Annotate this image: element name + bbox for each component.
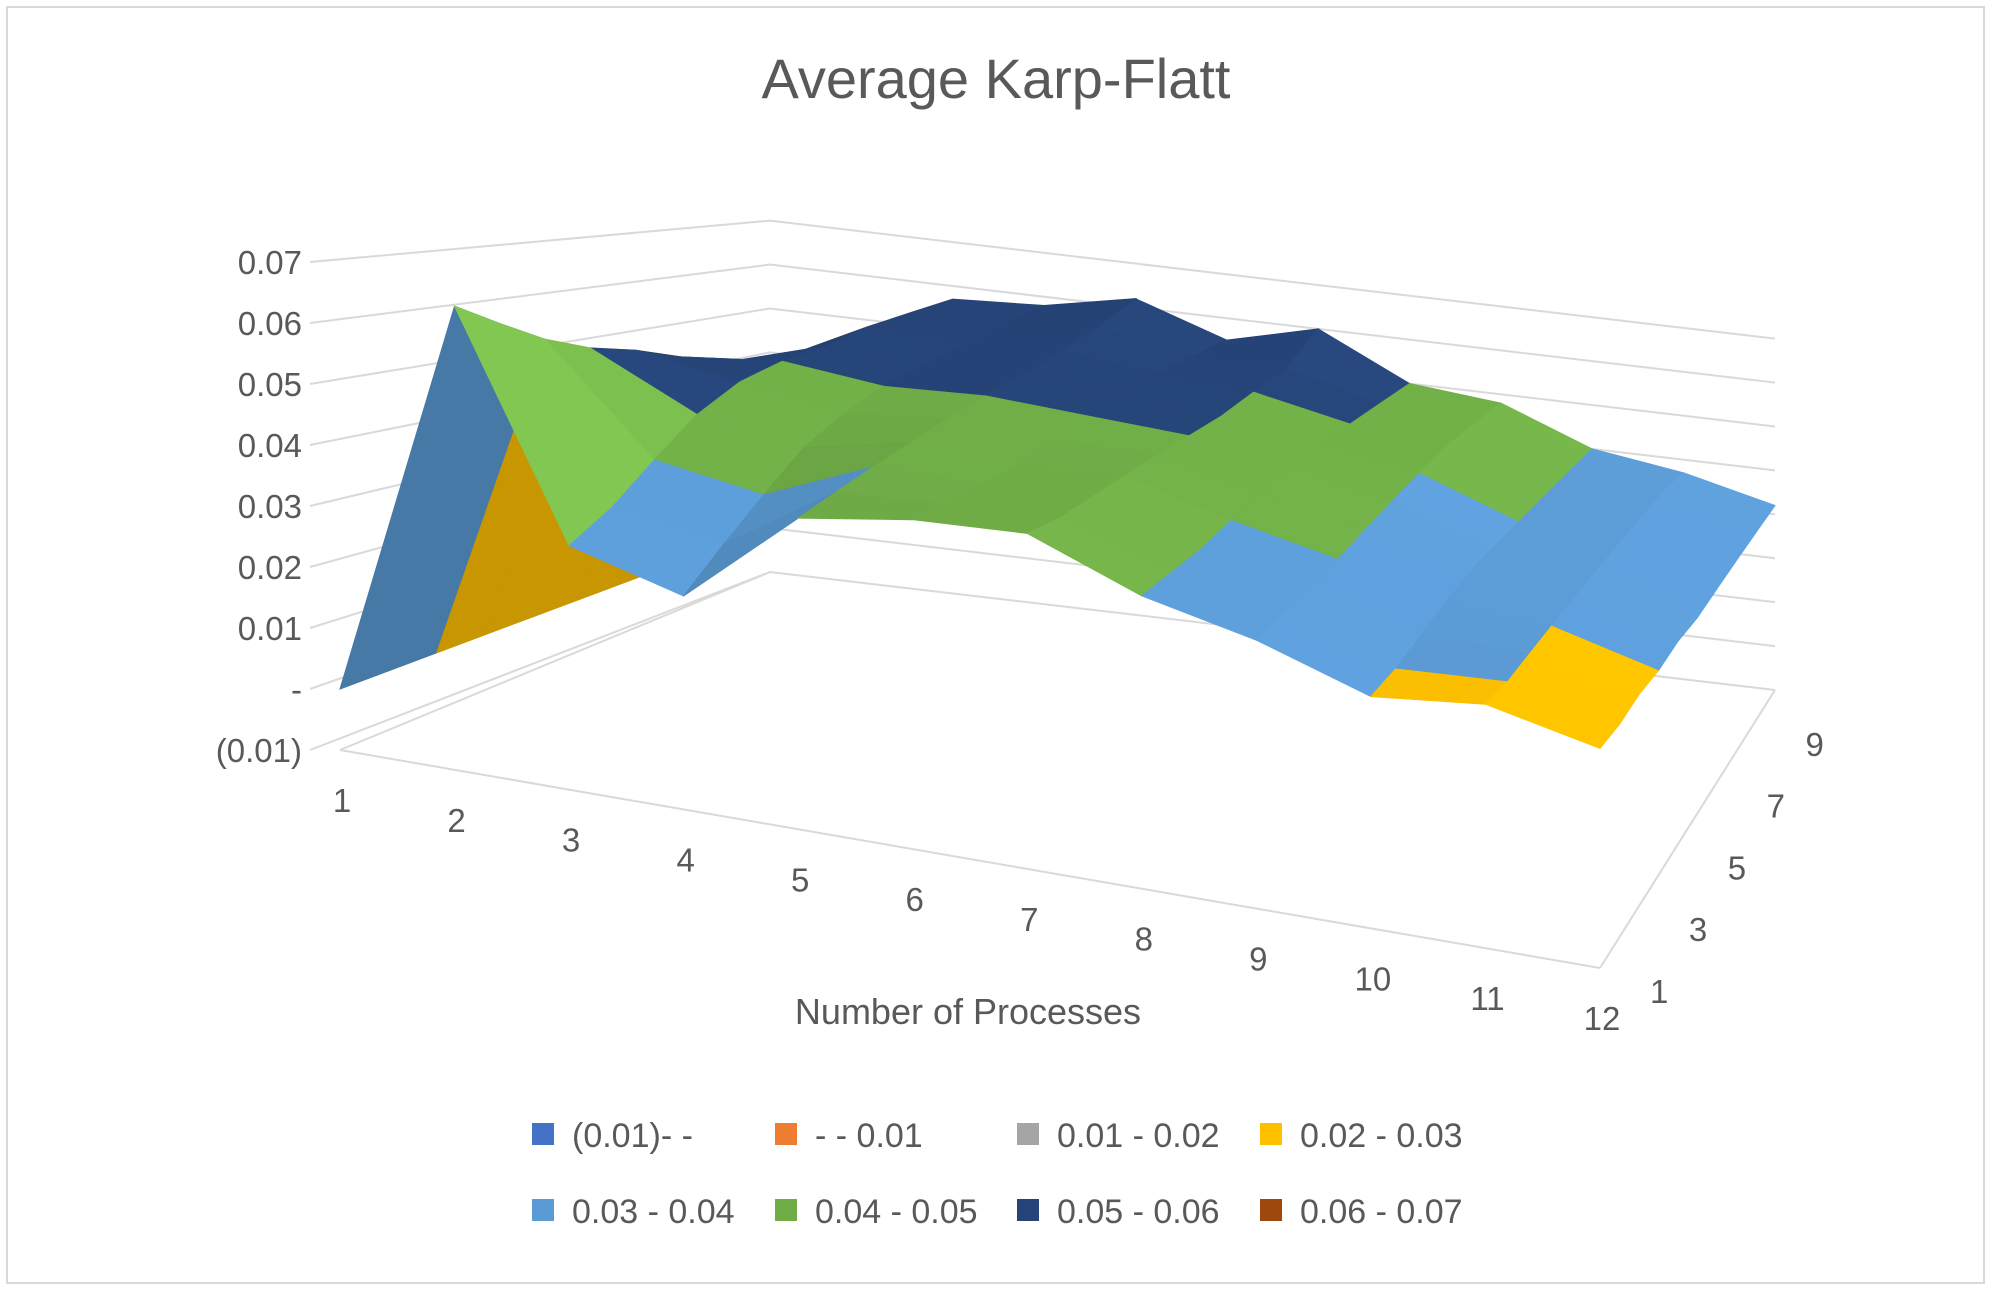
- x-tick-label: 1: [333, 782, 351, 819]
- depth-tick-label: 7: [1767, 788, 1785, 825]
- depth-tick-label: 3: [1689, 911, 1707, 948]
- legend-label: 0.01 - 0.02: [1057, 1117, 1220, 1155]
- legend-swatch: [1017, 1199, 1039, 1221]
- legend-label: 0.03 - 0.04: [572, 1193, 735, 1231]
- legend-label: 0.04 - 0.05: [815, 1193, 978, 1231]
- legend-swatch: [1017, 1123, 1039, 1145]
- legend-label: (0.01)- -: [572, 1117, 693, 1155]
- legend-label: 0.06 - 0.07: [1300, 1193, 1463, 1231]
- legend-swatch: [532, 1199, 554, 1221]
- legend-swatch: [1260, 1123, 1282, 1145]
- legend: (0.01)- - - - 0.01 0.01 - 0.02 0.02 - 0.03 0…: [532, 1117, 1463, 1231]
- depth-tick-label: 9: [1806, 726, 1824, 763]
- chart-frame: [6, 6, 1985, 1284]
- floor-right-edge: [1599, 689, 1776, 969]
- x-tick-label: 2: [447, 802, 465, 839]
- x-tick-label: 8: [1135, 921, 1153, 958]
- z-tick-label: (0.01): [216, 732, 302, 769]
- floor-front-edge: [339, 749, 1601, 969]
- x-tick-label: 12: [1584, 1000, 1621, 1037]
- legend-swatch: [775, 1123, 797, 1145]
- surface-plot: [339, 298, 1776, 749]
- z-tick-label: 0.05: [238, 366, 302, 403]
- legend-label: 0.05 - 0.06: [1057, 1193, 1220, 1231]
- z-tick-label: 0.04: [238, 427, 302, 464]
- x-tick-label: 11: [1470, 980, 1504, 1017]
- legend-swatch: [1260, 1199, 1282, 1221]
- axes: (0.01)-0.010.020.030.040.050.060.0712345…: [216, 244, 1824, 1037]
- legend-swatch: [775, 1199, 797, 1221]
- legend-label: - - 0.01: [815, 1117, 923, 1155]
- z-tick-label: 0.06: [238, 305, 302, 342]
- gridline: [309, 219, 1776, 340]
- chart-title: Average Karp-Flatt: [762, 47, 1231, 110]
- floor-left-edge: [339, 571, 771, 751]
- x-axis-title: Number of Processes: [795, 991, 1141, 1032]
- z-tick-label: 0.01: [238, 610, 302, 647]
- legend-swatch: [532, 1123, 554, 1145]
- depth-tick-label: 1: [1650, 973, 1668, 1010]
- x-tick-label: 3: [562, 822, 580, 859]
- z-tick-label: 0.03: [238, 488, 302, 525]
- x-tick-label: 9: [1249, 941, 1267, 978]
- gridline: [309, 263, 1776, 384]
- x-tick-label: 7: [1020, 901, 1038, 938]
- z-tick-label: -: [291, 671, 302, 708]
- depth-tick-label: 5: [1728, 849, 1746, 886]
- z-tick-label: 0.02: [238, 549, 302, 586]
- x-tick-label: 5: [791, 861, 809, 898]
- x-tick-label: 4: [676, 841, 694, 878]
- z-tick-label: 0.07: [238, 244, 302, 281]
- x-tick-label: 10: [1355, 960, 1392, 997]
- legend-label: 0.02 - 0.03: [1300, 1117, 1463, 1155]
- surface-facet: [1484, 681, 1621, 749]
- x-tick-label: 6: [906, 881, 924, 918]
